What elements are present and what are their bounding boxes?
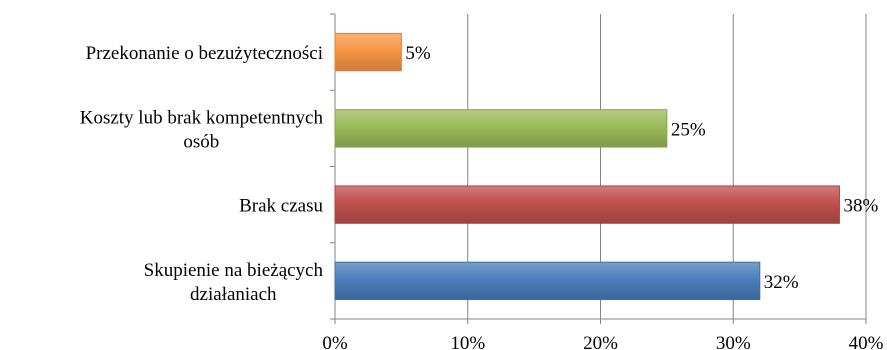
x-tick-label: 20%: [583, 333, 618, 350]
bar: [334, 261, 761, 301]
bar: [334, 32, 402, 72]
category-label: Brak czasu: [239, 196, 323, 217]
x-tick-label: 40%: [849, 333, 884, 350]
x-tick-label: 30%: [716, 333, 751, 350]
category-label-line: Przekonanie o bezużyteczności: [86, 43, 323, 64]
category-label-line: działaniach: [190, 284, 277, 305]
axes: 0% 10% 20% 30% 40%: [322, 13, 884, 350]
x-tick-label: 0%: [322, 333, 348, 350]
category-label: Przekonanie o bezużyteczności: [86, 43, 323, 64]
data-label: 5%: [405, 43, 431, 64]
labels: 32% Skupienie na bieżących działaniach 38% B…: [80, 43, 879, 305]
category-label-line: Brak czasu: [239, 196, 323, 217]
data-label: 25%: [671, 119, 706, 140]
bars: [334, 32, 840, 301]
category-label-line: Skupienie na bieżących: [144, 260, 324, 281]
category-label: Skupienie na bieżących działaniach: [144, 260, 324, 305]
bar: [334, 185, 840, 224]
category-label: Koszty lub brak kompetentnych osób: [80, 107, 324, 152]
data-label: 38%: [843, 196, 878, 217]
data-label: 32%: [764, 272, 799, 293]
bar: [334, 109, 668, 148]
x-tick-label: 10%: [450, 333, 485, 350]
category-label-line: osób: [183, 131, 219, 152]
category-label-line: Koszty lub brak kompetentnych: [80, 107, 324, 128]
